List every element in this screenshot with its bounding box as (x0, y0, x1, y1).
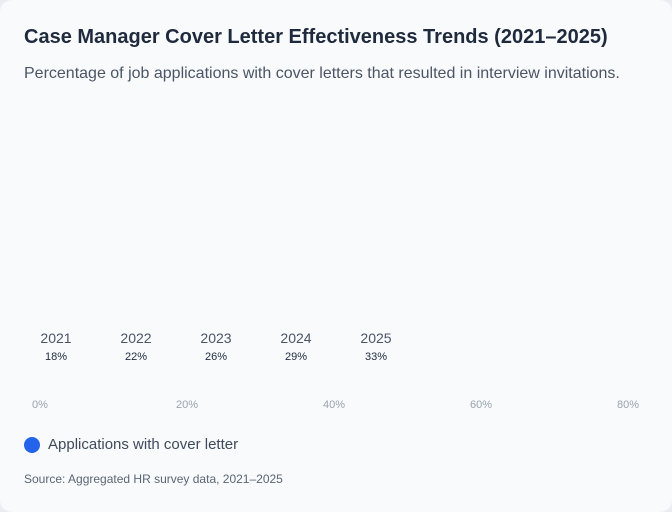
category-label: 2021 (40, 330, 71, 346)
value-label: 18% (45, 351, 67, 363)
value-label: 29% (285, 351, 307, 363)
source-note: Source: Aggregated HR survey data, 2021–… (24, 472, 283, 486)
value-label: 26% (205, 351, 227, 363)
legend-swatch (24, 436, 40, 453)
x-tick-label: 60% (470, 399, 492, 411)
category-label: 2025 (360, 330, 391, 346)
category-label: 2022 (120, 330, 151, 346)
chart-title: Case Manager Cover Letter Effectiveness … (24, 26, 608, 48)
chart-legend[interactable]: Applications with cover letter (24, 436, 238, 453)
value-label: 33% (365, 351, 387, 363)
x-tick-label: 0% (32, 399, 48, 411)
category-label: 2023 (200, 330, 231, 346)
bar-chart: 2021 18% 2022 22% 2023 26% 2024 29% 2025 33% 0% 20%… (32, 330, 639, 411)
legend-label: Applications with cover letter (48, 436, 239, 453)
x-tick-label: 40% (323, 399, 345, 411)
value-label: 22% (125, 351, 147, 363)
chart-subtitle: Percentage of job applications with cove… (24, 65, 620, 82)
x-tick-label: 80% (617, 399, 639, 411)
category-label: 2024 (280, 330, 311, 346)
x-tick-label: 20% (176, 399, 198, 411)
